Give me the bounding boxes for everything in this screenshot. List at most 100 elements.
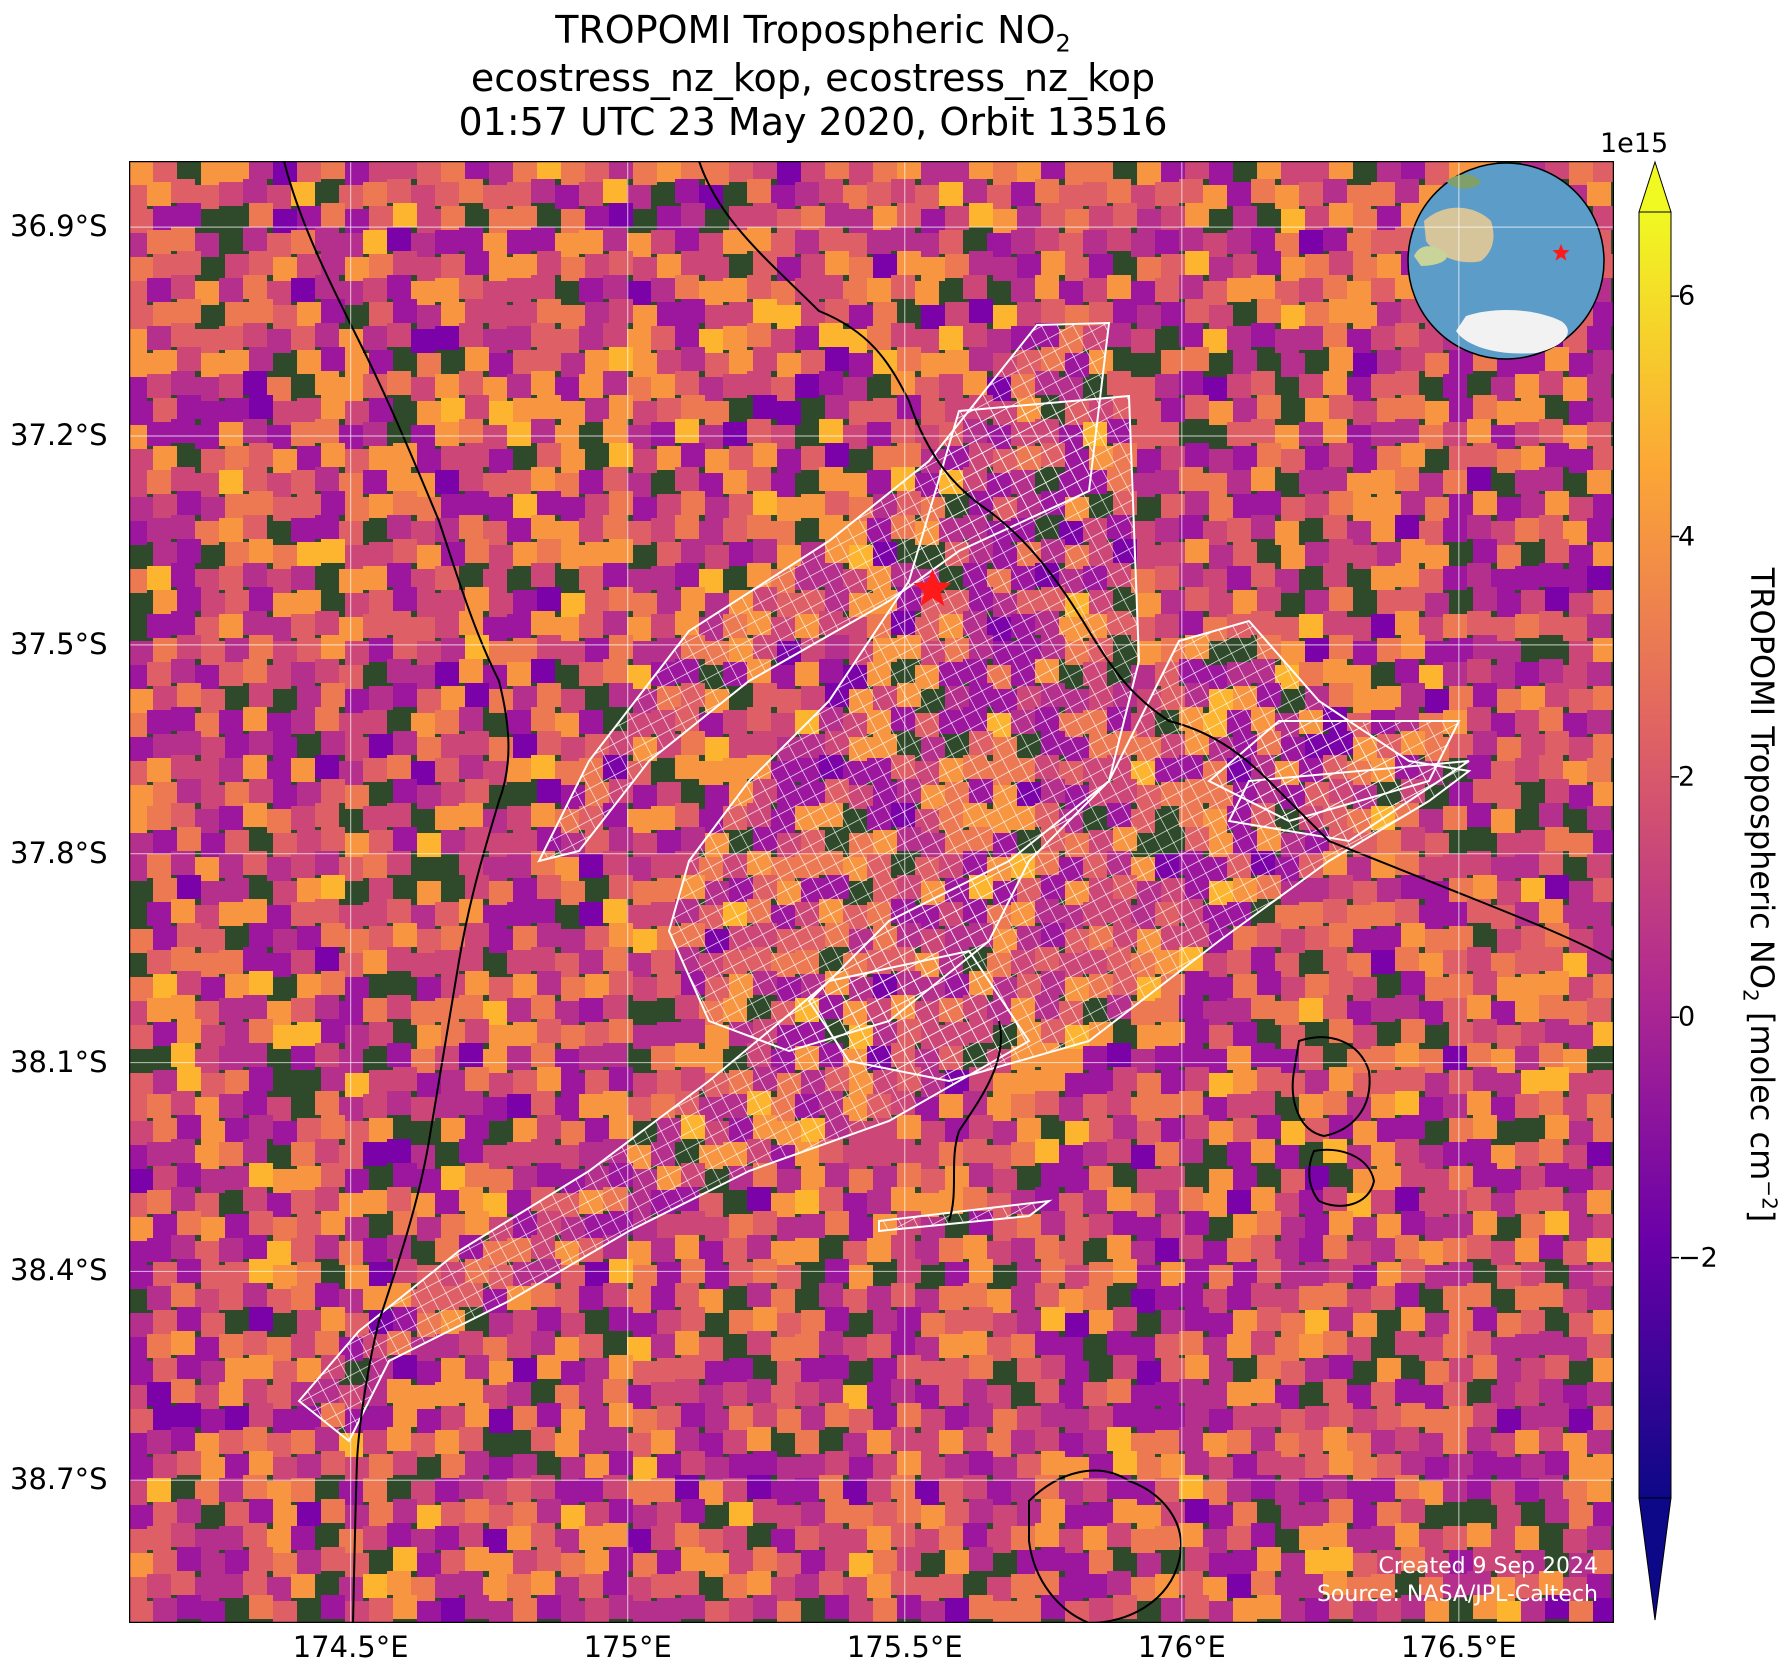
no2-pixel: [993, 1073, 1017, 1097]
no2-pixel: [1443, 470, 1467, 494]
no2-pixel: [1521, 1310, 1545, 1334]
no2-pixel: [1251, 1139, 1275, 1163]
no2-pixel: [795, 1382, 819, 1406]
no2-pixel: [747, 179, 771, 203]
no2-pixel: [147, 182, 171, 206]
no2-pixel: [1545, 971, 1569, 995]
no2-pixel: [1425, 161, 1449, 185]
no2-pixel: [513, 1118, 537, 1142]
no2-pixel: [219, 518, 243, 542]
no2-pixel: [1353, 977, 1377, 1001]
no2-pixel: [1515, 1046, 1539, 1070]
no2-pixel: [1041, 1595, 1065, 1619]
no2-pixel: [1443, 422, 1467, 446]
no2-pixel: [243, 515, 267, 539]
no2-pixel: [393, 539, 417, 563]
no2-pixel: [945, 1166, 969, 1190]
no2-pixel: [753, 443, 777, 467]
no2-pixel: [1113, 1499, 1137, 1523]
no2-pixel: [1467, 1235, 1491, 1259]
no2-pixel: [795, 1190, 819, 1214]
no2-pixel: [219, 662, 243, 686]
no2-pixel: [177, 1595, 201, 1619]
no2-pixel: [291, 854, 315, 878]
no2-pixel: [633, 1457, 657, 1481]
no2-pixel: [129, 1265, 153, 1289]
no2-pixel: [1233, 350, 1257, 374]
no2-pixel: [1059, 1097, 1083, 1121]
no2-pixel: [411, 1001, 435, 1025]
no2-pixel: [273, 449, 297, 473]
no2-pixel: [729, 542, 753, 566]
no2-pixel: [1545, 1499, 1569, 1523]
no2-pixel: [675, 563, 699, 587]
no2-pixel: [1089, 161, 1113, 182]
no2-pixel: [369, 1406, 393, 1430]
no2-pixel: [1257, 299, 1281, 323]
no2-pixel: [561, 1601, 585, 1623]
no2-pixel: [1113, 203, 1137, 227]
no2-pixel: [513, 926, 537, 950]
coastline-layer: [283, 161, 1614, 1623]
no2-pixel: [1593, 350, 1614, 374]
no2-pixel: [585, 1454, 609, 1478]
no2-pixel: [729, 494, 753, 518]
no2-pixel: [489, 593, 513, 617]
target-star-icon[interactable]: [913, 569, 952, 607]
no2-pixel: [1233, 542, 1257, 566]
no2-pixel: [507, 230, 531, 254]
no2-pixel: [273, 1553, 297, 1577]
no2-pixel: [1473, 635, 1497, 659]
no2-pixel: [753, 1211, 777, 1235]
no2-pixel: [1209, 1121, 1233, 1145]
no2-pixel: [153, 161, 177, 182]
no2-pixel-layer: [129, 161, 1614, 1623]
no2-pixel: [1155, 1142, 1179, 1166]
no2-pixel: [147, 1430, 171, 1454]
no2-pixel: [177, 1067, 201, 1091]
inset-globe[interactable]: [1407, 162, 1605, 360]
no2-pixel: [1329, 587, 1353, 611]
no2-pixel: [1539, 755, 1563, 779]
no2-pixel: [1371, 1430, 1395, 1454]
no2-pixel: [1569, 353, 1593, 377]
no2-pixel: [849, 353, 873, 377]
no2-pixel: [1521, 494, 1545, 518]
no2-pixel: [609, 1595, 633, 1619]
no2-pixel: [1425, 1217, 1449, 1241]
no2-pixel: [1257, 1115, 1281, 1139]
no2-pixel: [1443, 1286, 1467, 1310]
no2-pixel: [273, 833, 297, 857]
no2-pixel: [465, 443, 489, 467]
no2-pixel: [345, 209, 369, 233]
no2-pixel: [1329, 299, 1353, 323]
no2-pixel: [1227, 950, 1251, 974]
no2-pixel: [585, 1550, 609, 1574]
no2-pixel: [177, 347, 201, 371]
no2-pixel: [1185, 1211, 1209, 1235]
no2-pixel: [1401, 161, 1425, 179]
no2-pixel: [171, 851, 195, 875]
no2-pixel: [939, 1142, 963, 1166]
no2-pixel: [129, 1481, 147, 1505]
no2-pixel: [345, 545, 369, 569]
no2-pixel: [1539, 515, 1563, 539]
no2-pixel: [1539, 659, 1563, 683]
no2-pixel: [1587, 614, 1611, 638]
map-canvas[interactable]: [129, 161, 1614, 1623]
no2-pixel: [1545, 1067, 1569, 1091]
no2-pixel: [393, 587, 417, 611]
map-panel[interactable]: [129, 161, 1614, 1623]
no2-pixel: [393, 1499, 417, 1523]
no2-pixel: [1401, 971, 1425, 995]
no2-pixel: [387, 467, 411, 491]
no2-pixel: [1299, 998, 1323, 1022]
no2-pixel: [537, 395, 561, 419]
no2-pixel: [1179, 1043, 1203, 1067]
no2-pixel: [1515, 854, 1539, 878]
no2-pixel: [729, 1358, 753, 1382]
no2-pixel: [609, 161, 633, 179]
no2-pixel: [225, 446, 249, 470]
no2-pixel: [369, 542, 393, 566]
no2-pixel: [681, 1595, 705, 1619]
